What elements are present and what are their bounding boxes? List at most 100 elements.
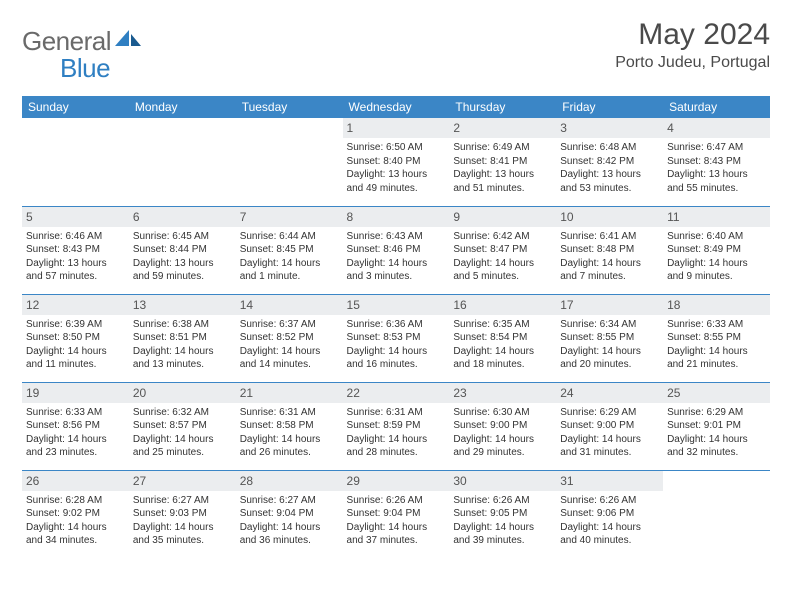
calendar-day-cell: 19Sunrise: 6:33 AMSunset: 8:56 PMDayligh… <box>22 382 129 470</box>
sunset-text: Sunset: 9:05 PM <box>453 507 552 521</box>
day-number: 30 <box>449 471 556 491</box>
calendar-day-cell: 14Sunrise: 6:37 AMSunset: 8:52 PMDayligh… <box>236 294 343 382</box>
sunrise-text: Sunrise: 6:37 AM <box>240 318 339 332</box>
daylight-text: Daylight: 14 hours <box>453 433 552 447</box>
daylight-text: Daylight: 13 hours <box>560 168 659 182</box>
sunset-text: Sunset: 8:47 PM <box>453 243 552 257</box>
sunrise-text: Sunrise: 6:35 AM <box>453 318 552 332</box>
daylight-text: Daylight: 14 hours <box>240 521 339 535</box>
sunrise-text: Sunrise: 6:31 AM <box>347 406 446 420</box>
sunrise-text: Sunrise: 6:50 AM <box>347 141 446 155</box>
sunset-text: Sunset: 8:56 PM <box>26 419 125 433</box>
logo: General Blue <box>22 26 152 84</box>
sunset-text: Sunset: 9:04 PM <box>240 507 339 521</box>
calendar-day-cell: 12Sunrise: 6:39 AMSunset: 8:50 PMDayligh… <box>22 294 129 382</box>
sunrise-text: Sunrise: 6:44 AM <box>240 230 339 244</box>
sunrise-text: Sunrise: 6:41 AM <box>560 230 659 244</box>
daylight-text: and 13 minutes. <box>133 358 232 372</box>
day-number: 16 <box>449 295 556 315</box>
calendar-day-cell: 26Sunrise: 6:28 AMSunset: 9:02 PMDayligh… <box>22 470 129 558</box>
sunrise-text: Sunrise: 6:34 AM <box>560 318 659 332</box>
daylight-text: Daylight: 14 hours <box>347 345 446 359</box>
daylight-text: and 39 minutes. <box>453 534 552 548</box>
calendar-day-cell: 8Sunrise: 6:43 AMSunset: 8:46 PMDaylight… <box>343 206 450 294</box>
sunrise-text: Sunrise: 6:27 AM <box>133 494 232 508</box>
daylight-text: and 20 minutes. <box>560 358 659 372</box>
calendar-week-row: ...1Sunrise: 6:50 AMSunset: 8:40 PMDayli… <box>22 118 770 206</box>
daylight-text: and 9 minutes. <box>667 270 766 284</box>
daylight-text: and 5 minutes. <box>453 270 552 284</box>
sunrise-text: Sunrise: 6:43 AM <box>347 230 446 244</box>
sunset-text: Sunset: 8:41 PM <box>453 155 552 169</box>
calendar-day-cell: 27 Sunrise: 6:27 AMSunset: 9:03 PMDayligh… <box>129 470 236 558</box>
day-number: 10 <box>556 207 663 227</box>
sunset-text: Sunset: 8:53 PM <box>347 331 446 345</box>
daylight-text: Daylight: 14 hours <box>560 521 659 535</box>
daylight-text: Daylight: 14 hours <box>347 433 446 447</box>
calendar-day-cell: 5Sunrise: 6:46 AMSunset: 8:43 PMDaylight… <box>22 206 129 294</box>
sunrise-text: Sunrise: 6:26 AM <box>347 494 446 508</box>
day-number: 14 <box>236 295 343 315</box>
day-number: 27 <box>129 471 236 491</box>
day-number: 3 <box>556 118 663 138</box>
daylight-text: and 28 minutes. <box>347 446 446 460</box>
sunset-text: Sunset: 8:52 PM <box>240 331 339 345</box>
sunrise-text: Sunrise: 6:49 AM <box>453 141 552 155</box>
sunset-text: Sunset: 9:01 PM <box>667 419 766 433</box>
calendar-day-cell: 2Sunrise: 6:49 AMSunset: 8:41 PMDaylight… <box>449 118 556 206</box>
daylight-text: Daylight: 14 hours <box>347 521 446 535</box>
daylight-text: Daylight: 14 hours <box>133 433 232 447</box>
sunrise-text: Sunrise: 6:36 AM <box>347 318 446 332</box>
daylight-text: Daylight: 14 hours <box>133 521 232 535</box>
location: Porto Judeu, Portugal <box>615 54 770 72</box>
sunset-text: Sunset: 9:03 PM <box>133 507 232 521</box>
sunset-text: Sunset: 8:43 PM <box>667 155 766 169</box>
weekday-header: Thursday <box>449 96 556 118</box>
daylight-text: and 40 minutes. <box>560 534 659 548</box>
sunset-text: Sunset: 8:46 PM <box>347 243 446 257</box>
daylight-text: and 49 minutes. <box>347 182 446 196</box>
sunset-text: Sunset: 9:02 PM <box>26 507 125 521</box>
daylight-text: Daylight: 14 hours <box>667 433 766 447</box>
month-title: May 2024 <box>615 18 770 52</box>
day-number: 12 <box>22 295 129 315</box>
sunset-text: Sunset: 8:48 PM <box>560 243 659 257</box>
daylight-text: and 32 minutes. <box>667 446 766 460</box>
header-right: May 2024 Porto Judeu, Portugal <box>615 18 770 72</box>
daylight-text: and 55 minutes. <box>667 182 766 196</box>
sunrise-text: Sunrise: 6:46 AM <box>26 230 125 244</box>
daylight-text: and 25 minutes. <box>133 446 232 460</box>
day-number: 17 <box>556 295 663 315</box>
sunset-text: Sunset: 8:40 PM <box>347 155 446 169</box>
sunset-text: Sunset: 8:50 PM <box>26 331 125 345</box>
calendar-day-cell: 20Sunrise: 6:32 AMSunset: 8:57 PMDayligh… <box>129 382 236 470</box>
day-number: 29 <box>343 471 450 491</box>
day-number: 13 <box>129 295 236 315</box>
daylight-text: Daylight: 14 hours <box>133 345 232 359</box>
day-number: 31 <box>556 471 663 491</box>
calendar-day-cell: 29Sunrise: 6:26 AMSunset: 9:04 PMDayligh… <box>343 470 450 558</box>
sunrise-text: Sunrise: 6:33 AM <box>26 406 125 420</box>
daylight-text: and 34 minutes. <box>26 534 125 548</box>
daylight-text: Daylight: 13 hours <box>26 257 125 271</box>
daylight-text: and 11 minutes. <box>26 358 125 372</box>
logo-sail-icon <box>115 30 141 46</box>
day-number: 6 <box>129 207 236 227</box>
sunset-text: Sunset: 8:43 PM <box>26 243 125 257</box>
daylight-text: Daylight: 14 hours <box>560 345 659 359</box>
sunset-text: Sunset: 8:45 PM <box>240 243 339 257</box>
daylight-text: and 37 minutes. <box>347 534 446 548</box>
day-number: 7 <box>236 207 343 227</box>
sunrise-text: Sunrise: 6:48 AM <box>560 141 659 155</box>
calendar-week-row: 5Sunrise: 6:46 AMSunset: 8:43 PMDaylight… <box>22 206 770 294</box>
day-number: 9 <box>449 207 556 227</box>
calendar-day-cell: 25Sunrise: 6:29 AMSunset: 9:01 PMDayligh… <box>663 382 770 470</box>
day-number: 21 <box>236 383 343 403</box>
daylight-text: Daylight: 14 hours <box>26 345 125 359</box>
calendar-day-cell: 13Sunrise: 6:38 AMSunset: 8:51 PMDayligh… <box>129 294 236 382</box>
calendar-table: Sunday Monday Tuesday Wednesday Thursday… <box>22 96 770 558</box>
calendar-day-cell: 15Sunrise: 6:36 AMSunset: 8:53 PMDayligh… <box>343 294 450 382</box>
sunrise-text: Sunrise: 6:30 AM <box>453 406 552 420</box>
calendar-week-row: 26Sunrise: 6:28 AMSunset: 9:02 PMDayligh… <box>22 470 770 558</box>
daylight-text: Daylight: 14 hours <box>560 257 659 271</box>
